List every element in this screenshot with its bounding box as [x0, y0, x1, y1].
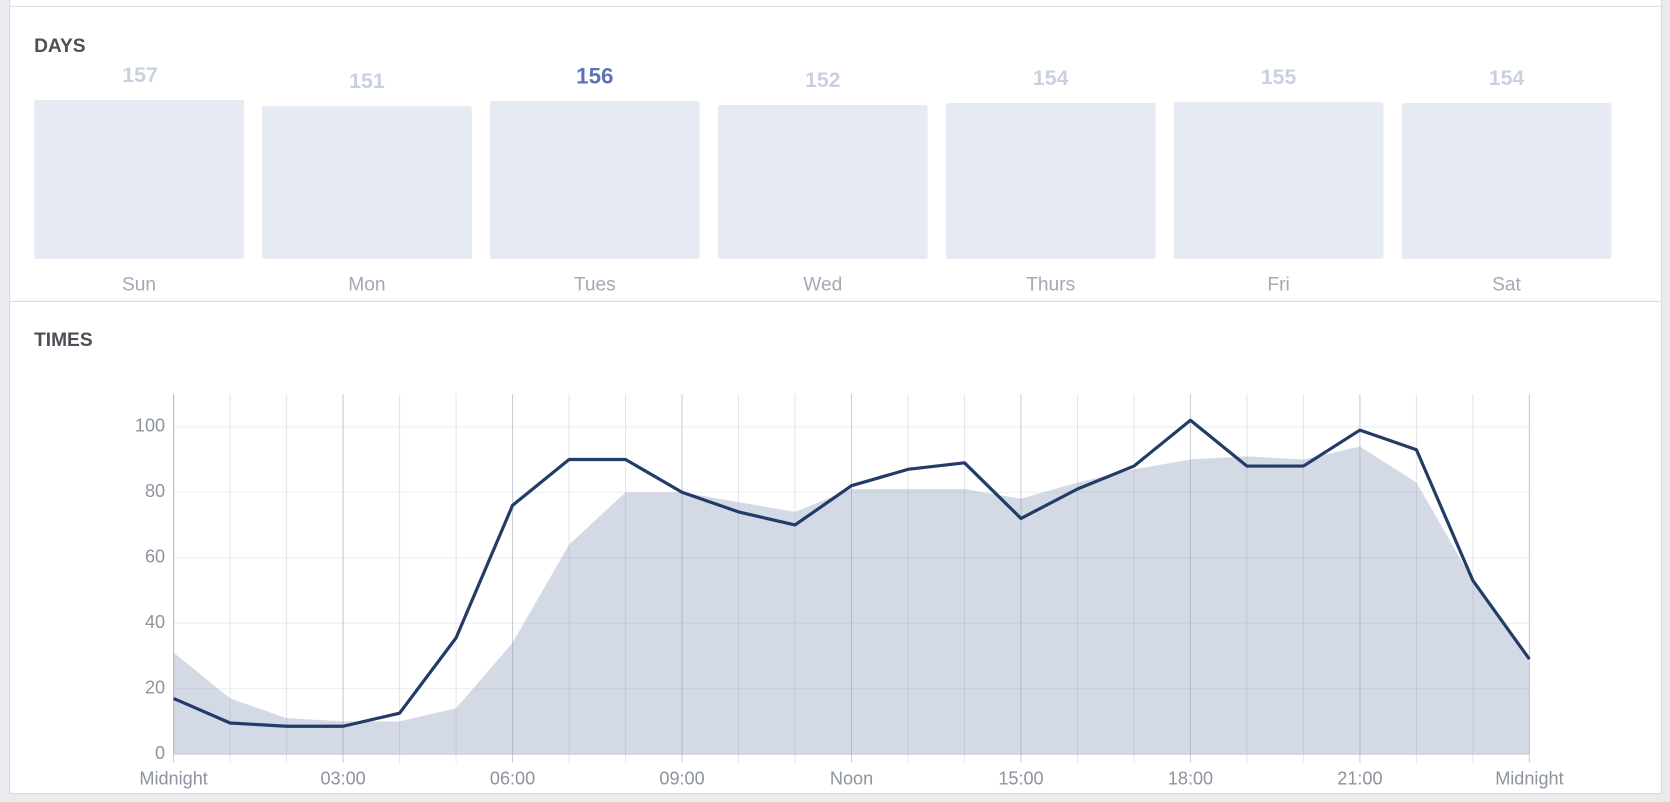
x-tick-label: 21:00 [1337, 768, 1382, 788]
x-tick-label: 03:00 [320, 768, 365, 788]
bar [945, 102, 1156, 259]
area [173, 446, 1530, 755]
x-tick-label: Midnight [1495, 768, 1563, 788]
y-tick-label: 0 [155, 743, 165, 763]
x-tick-label: 18:00 [1168, 768, 1213, 788]
x-tick-label: 06:00 [490, 768, 535, 788]
x-tick-label: 09:00 [659, 768, 704, 788]
x-tick-label: Sun [122, 275, 156, 296]
x-tick-label: 15:00 [998, 768, 1043, 788]
y-tick-label: 80 [145, 481, 165, 501]
bar [1401, 102, 1612, 259]
x-tick-label: Wed [803, 275, 842, 296]
value-label: 152 [805, 68, 841, 92]
x-tick-label: Fri [1267, 275, 1289, 296]
bar [489, 100, 700, 259]
bar [717, 105, 928, 259]
x-tick-label: Sat [1492, 275, 1521, 296]
value-label: 154 [1033, 66, 1069, 90]
y-tick-label: 60 [145, 546, 165, 566]
x-tick-label: Mon [348, 275, 385, 296]
x-tick-label: Thurs [1026, 275, 1075, 296]
value-label: 156 [576, 63, 613, 88]
value-label: 155 [1261, 65, 1297, 89]
y-tick-label: 40 [145, 612, 165, 632]
value-label: 151 [349, 69, 385, 93]
line [172, 418, 1531, 728]
value-label: 157 [122, 63, 158, 87]
y-tick-label: 20 [145, 677, 165, 697]
section-title: TIMES [34, 330, 93, 351]
bar [262, 106, 472, 259]
bar [34, 99, 244, 259]
bar [1173, 101, 1384, 259]
x-tick-label: Noon [830, 768, 873, 788]
x-tick-label: Tues [574, 275, 616, 296]
value-label: 154 [1489, 66, 1525, 90]
y-tick-label: 100 [135, 416, 165, 436]
x-tick-label: Midnight [139, 768, 207, 788]
section-title: DAYS [34, 36, 86, 57]
